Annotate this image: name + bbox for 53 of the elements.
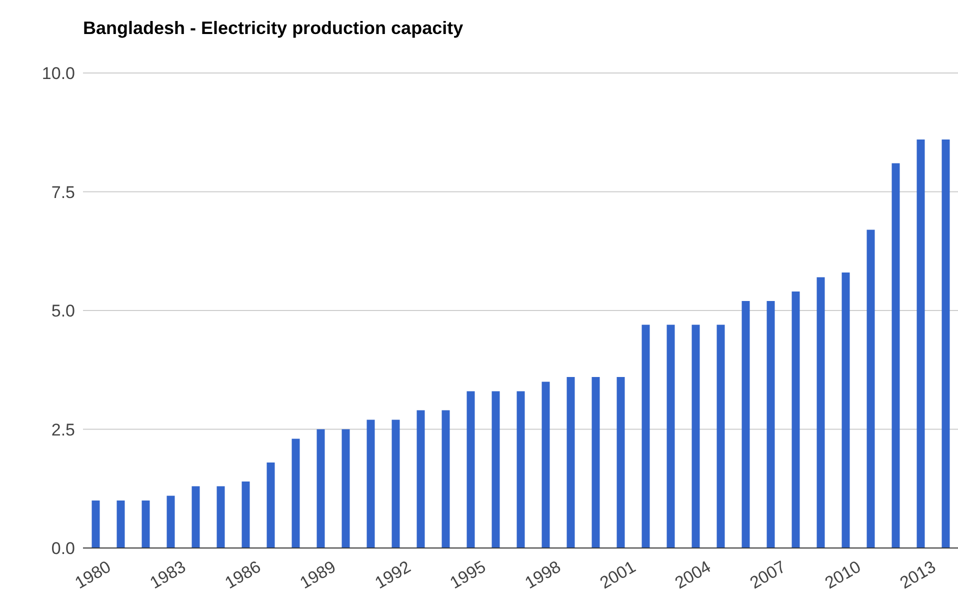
bar <box>466 391 475 548</box>
bar <box>542 382 550 548</box>
x-tick-label: 2013 <box>896 557 939 593</box>
bar <box>792 292 800 548</box>
bar <box>192 486 200 548</box>
bar <box>416 410 425 548</box>
y-tick-label: 0.0 <box>51 539 75 558</box>
bar <box>592 377 600 548</box>
x-tick-label: 2004 <box>672 557 714 593</box>
bar <box>716 324 725 548</box>
x-tick-label: 1998 <box>522 557 564 593</box>
bar <box>916 140 925 548</box>
bar <box>116 500 125 548</box>
bar <box>142 500 150 548</box>
x-tick-label: 1980 <box>72 557 114 593</box>
bar <box>392 420 400 548</box>
bar <box>742 301 750 548</box>
bar <box>442 410 450 548</box>
bar <box>92 500 100 548</box>
y-tick-label: 10.0 <box>42 64 75 84</box>
y-tick-label: 7.5 <box>51 182 75 202</box>
x-tick-label: 2001 <box>596 557 639 593</box>
y-tick-label: 5.0 <box>51 302 75 321</box>
bar <box>866 230 875 548</box>
bar <box>566 377 575 548</box>
bar <box>316 429 325 548</box>
bar <box>266 462 275 548</box>
bar <box>842 272 850 548</box>
x-tick-label: 1989 <box>296 557 339 593</box>
bar <box>666 324 675 548</box>
bar <box>366 420 375 548</box>
bar <box>616 377 625 548</box>
x-tick-label: 1983 <box>146 557 189 593</box>
x-tick-label: 1992 <box>372 557 414 593</box>
bar <box>642 324 650 548</box>
y-tick-label: 2.5 <box>51 420 75 440</box>
bar <box>942 140 950 548</box>
bar <box>216 486 225 548</box>
x-tick-label: 1995 <box>446 557 489 593</box>
bar <box>342 429 350 548</box>
bar <box>892 163 900 548</box>
bar <box>492 391 500 548</box>
bar <box>516 391 525 548</box>
x-tick-label: 1986 <box>222 557 264 593</box>
bar <box>242 482 250 548</box>
bar <box>692 324 700 548</box>
bar <box>816 277 825 548</box>
chart-title: Bangladesh - Electricity production capacity <box>83 18 464 39</box>
bar <box>766 301 775 548</box>
x-tick-label: 2010 <box>822 557 864 593</box>
bar <box>292 438 300 548</box>
bar <box>166 496 175 548</box>
x-tick-label: 2007 <box>746 557 789 593</box>
